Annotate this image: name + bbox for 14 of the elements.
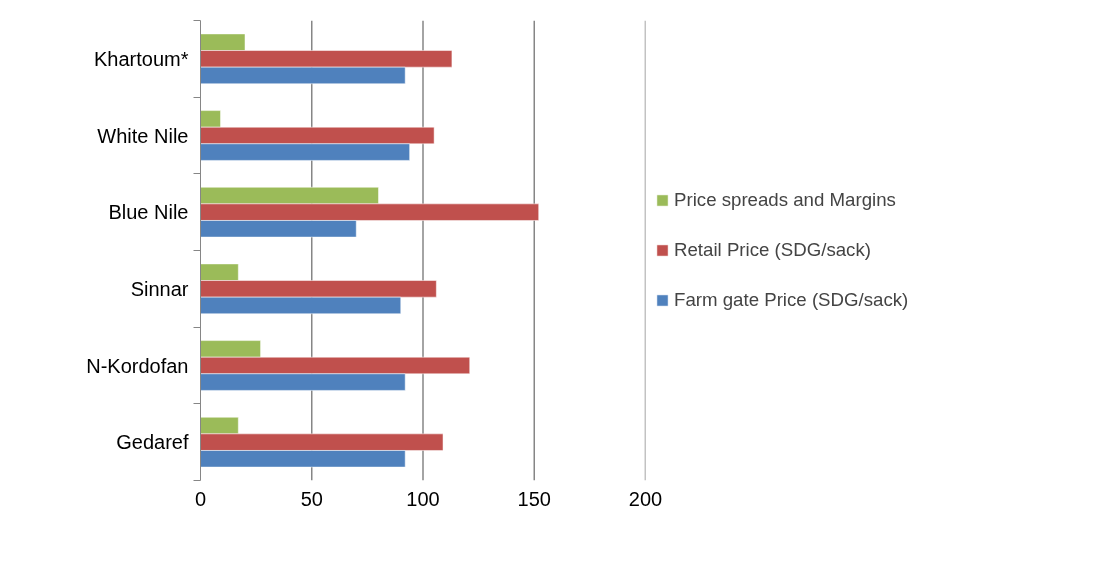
y-tick-label: Gedaref — [116, 431, 189, 454]
x-tick-label: 150 — [517, 487, 551, 510]
x-tick-label: 200 — [628, 487, 663, 510]
legend-label: Price spreads and Margins — [674, 189, 896, 211]
y-tick-label: White Nile — [97, 124, 189, 147]
y-tick-label: Sinnar — [130, 277, 189, 300]
legend-label: Retail Price (SDG/sack) — [674, 239, 871, 261]
x-tick-label: 50 — [300, 487, 323, 510]
y-tick-label: N-Kordofan — [86, 354, 189, 377]
x-tick-label: 100 — [406, 487, 440, 510]
legend-label: Farm gate Price (SDG/sack) — [674, 289, 909, 311]
y-tick-label: Khartoum* — [94, 47, 189, 70]
x-tick-label: 0 — [194, 487, 207, 510]
y-tick-label: Blue Nile — [108, 201, 189, 224]
